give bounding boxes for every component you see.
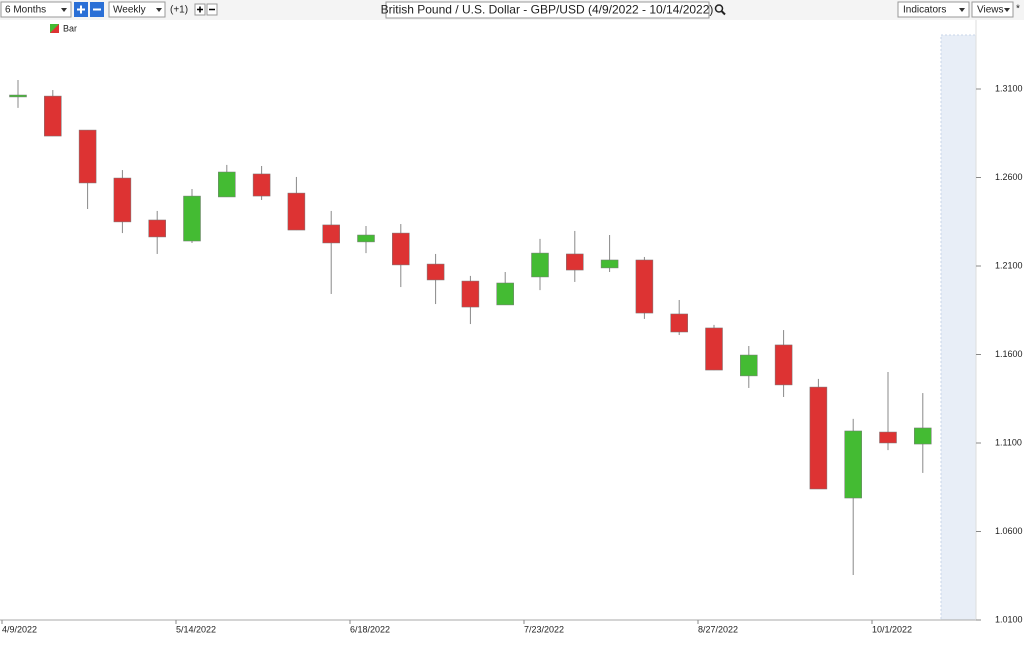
- candle-body: [740, 354, 758, 377]
- offset-label: (+1): [170, 5, 188, 16]
- dropdown-arrow: [959, 8, 965, 12]
- plus-icon: [197, 6, 203, 13]
- candle-body: [635, 259, 654, 314]
- y-tick-label: 1.0100: [995, 614, 1023, 624]
- candle-body: [566, 253, 584, 271]
- plus-icon: [77, 5, 85, 14]
- candle-body: [392, 232, 410, 266]
- x-tick-label: 5/14/2022: [176, 624, 216, 634]
- candle-body: [844, 430, 862, 499]
- candle-body: [9, 94, 27, 98]
- candle-body: [252, 173, 271, 197]
- interval-select[interactable]: [108, 1, 166, 18]
- search-icon[interactable]: [714, 4, 724, 13]
- candle-body: [809, 386, 828, 490]
- y-tick-label: 1.0600: [995, 526, 1023, 536]
- legend-swatch-part: [50, 24, 59, 33]
- dropdown-arrow: [156, 8, 162, 12]
- x-tick-label: 4/9/2022: [2, 624, 37, 634]
- candle-body: [774, 344, 793, 386]
- candle-body: [357, 234, 375, 243]
- candle-body: [670, 313, 688, 333]
- candle-body: [287, 192, 306, 231]
- period-label: 6 Months: [5, 5, 46, 16]
- candle-body: [113, 177, 132, 223]
- period-select[interactable]: [0, 1, 72, 18]
- x-tick-label: 7/23/2022: [524, 624, 564, 634]
- future-area: [940, 34, 977, 621]
- candle-body: [600, 259, 619, 269]
- dropdown-arrow: [1004, 8, 1010, 12]
- candle-body: [218, 171, 236, 198]
- indicators-select[interactable]: [897, 1, 970, 18]
- candle-body: [183, 195, 201, 242]
- x-tick-label: 8/27/2022: [698, 624, 738, 634]
- candle-body: [78, 129, 97, 184]
- y-tick-label: 1.3100: [995, 83, 1023, 93]
- candle-body: [496, 282, 514, 306]
- candle-body: [879, 431, 897, 444]
- candle-body: [148, 219, 166, 238]
- chart-title: British Pound / U.S. Dollar - GBP/USD (4…: [381, 3, 714, 17]
- star-label: *: [1016, 4, 1020, 15]
- views-label: Views: [977, 5, 1004, 16]
- search-icon-handle: [720, 10, 726, 16]
- y-tick-label: 1.2100: [995, 260, 1023, 270]
- candle-body: [914, 427, 932, 445]
- dropdown-arrow: [61, 8, 67, 12]
- candle-body: [426, 263, 445, 281]
- x-tick-label: 10/1/2022: [872, 624, 912, 634]
- candle-body: [531, 252, 549, 278]
- interval-label: Weekly: [113, 5, 146, 16]
- candle-body: [705, 327, 723, 371]
- candle-body: [44, 95, 62, 137]
- legend-label: Bar: [63, 23, 77, 33]
- y-tick-label: 1.1600: [995, 349, 1023, 359]
- y-tick-label: 1.1100: [995, 437, 1022, 447]
- views-select[interactable]: [971, 1, 1014, 18]
- y-tick-label: 1.2600: [995, 172, 1023, 182]
- candle-body: [322, 224, 340, 244]
- x-tick-label: 6/18/2022: [350, 624, 390, 634]
- symbol-box[interactable]: [385, 1, 710, 19]
- candle-body: [461, 280, 480, 308]
- indicators-label: Indicators: [903, 5, 946, 16]
